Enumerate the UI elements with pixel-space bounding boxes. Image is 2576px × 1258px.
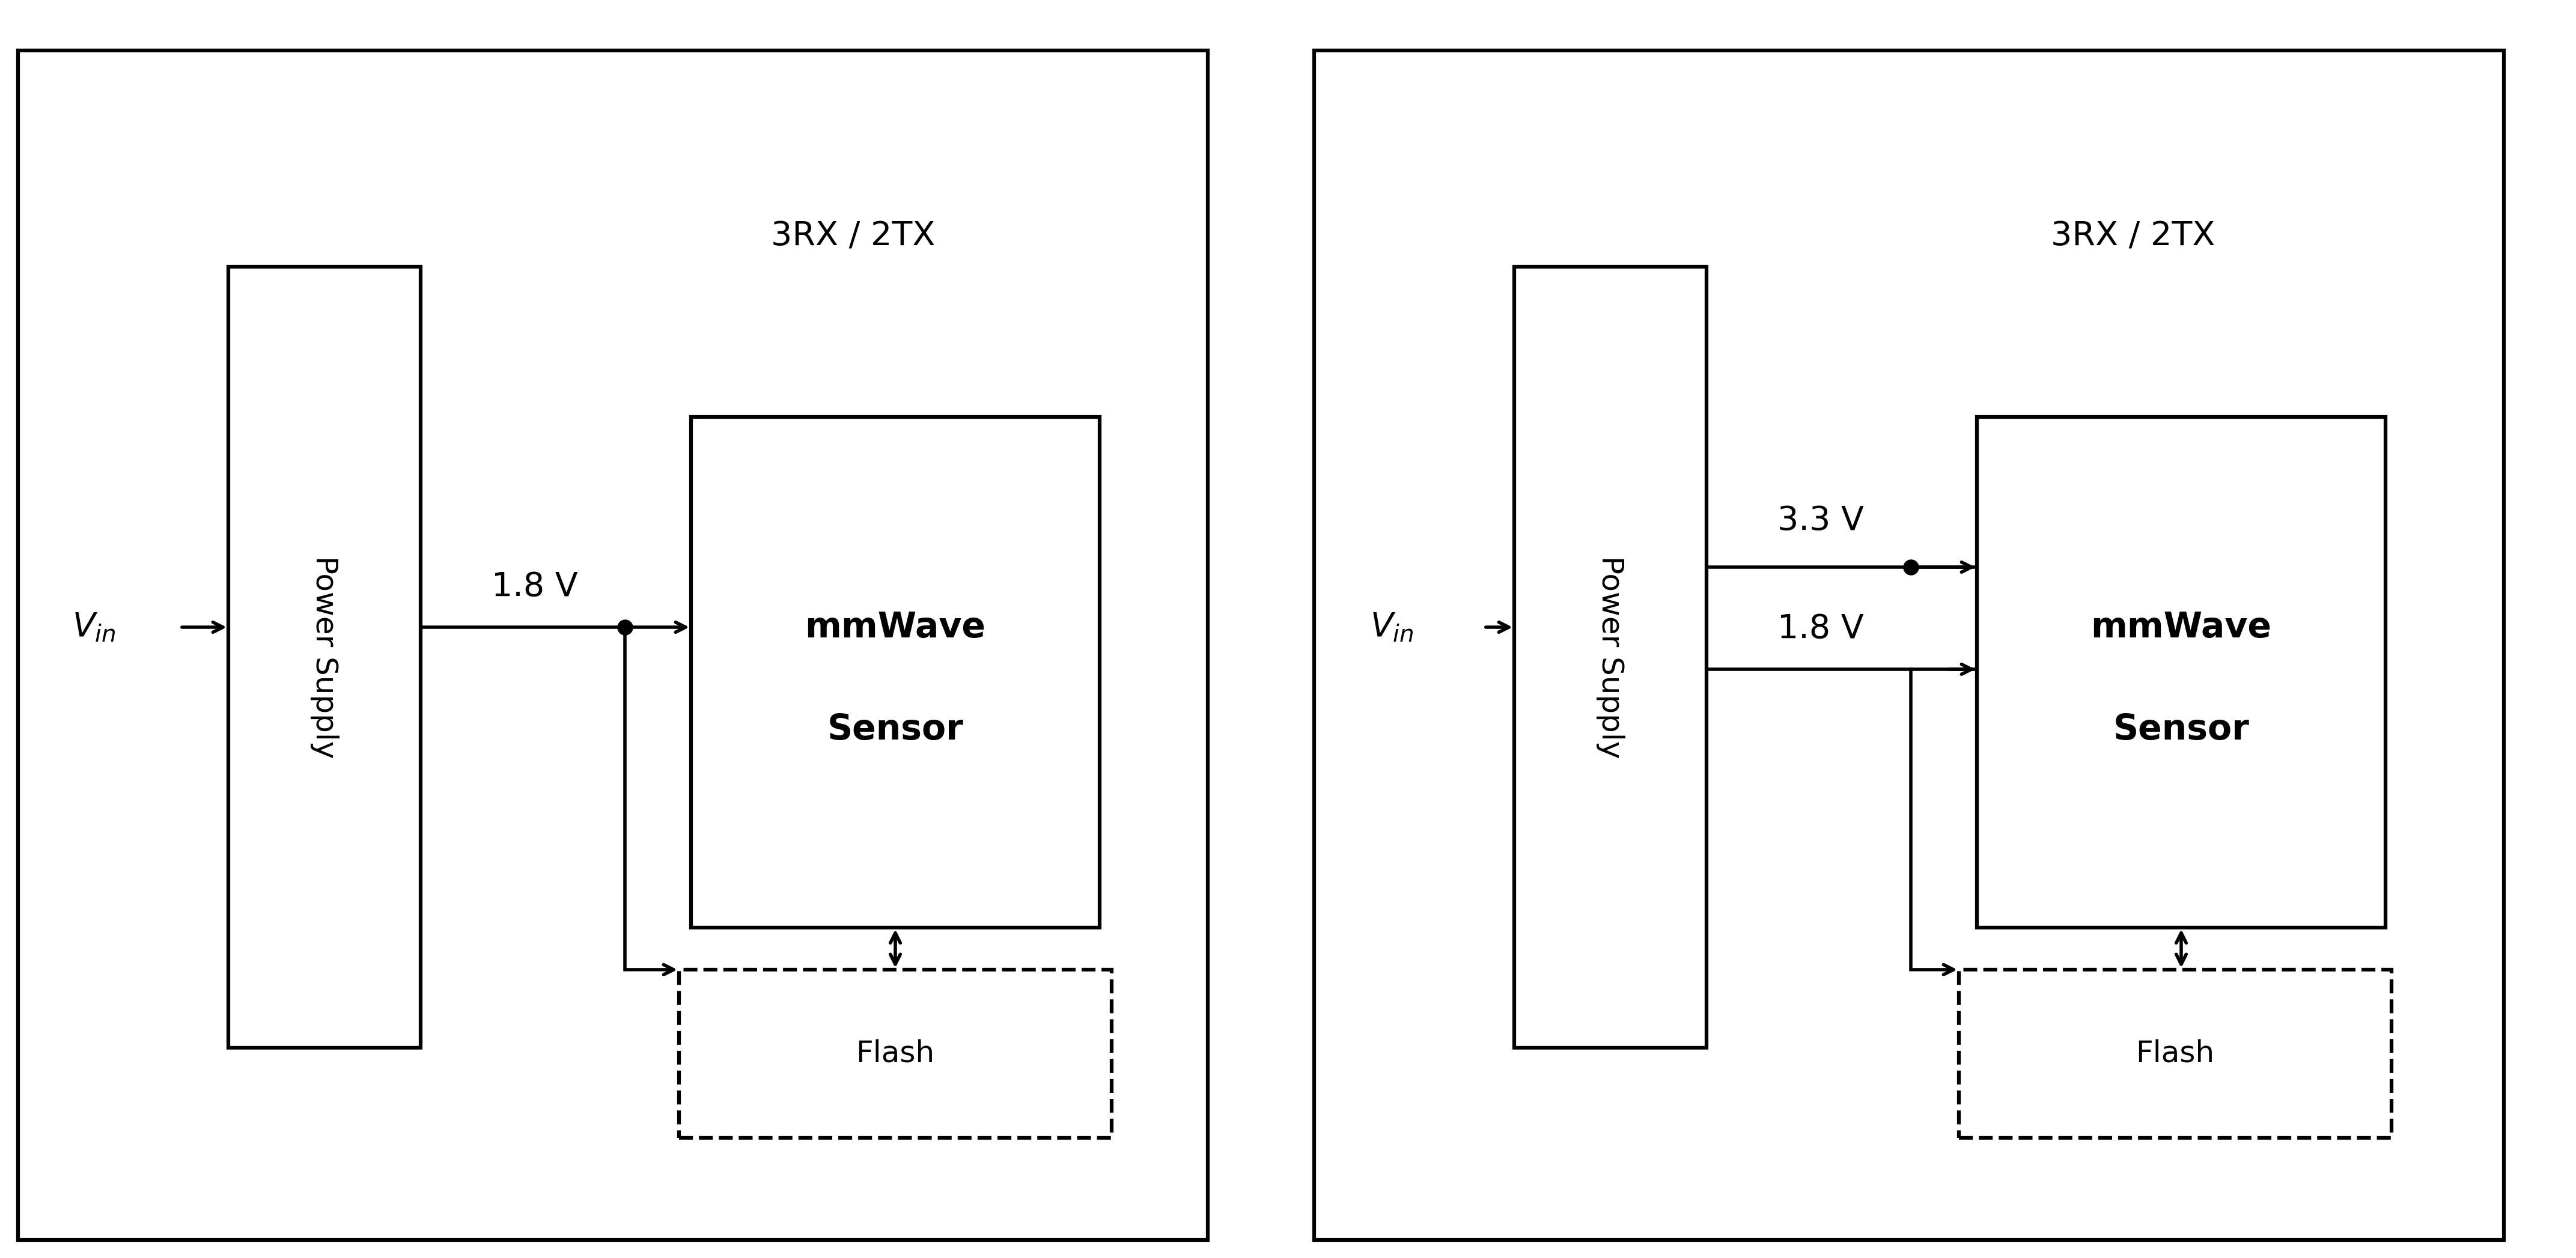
Text: $V_{in}$: $V_{in}$ [1370,611,1414,643]
Bar [229,267,420,1048]
Text: Power Supply: Power Supply [309,556,340,759]
Text: Sensor: Sensor [2112,712,2249,746]
Text: Power Supply: Power Supply [1597,556,1625,759]
Bar [680,970,1113,1137]
Text: mmWave: mmWave [804,610,987,644]
Text: 3RX / 2TX: 3RX / 2TX [770,220,935,253]
Bar [1976,416,2385,927]
Bar [1958,970,2391,1137]
Text: mmWave: mmWave [2092,610,2272,644]
Text: Flash: Flash [855,1039,935,1068]
Text: Sensor: Sensor [827,712,963,746]
Bar [690,416,1100,927]
Text: Flash: Flash [2136,1039,2215,1068]
Text: 3.3 V: 3.3 V [1777,504,1865,537]
Bar [18,50,1208,1240]
Text: 3RX / 2TX: 3RX / 2TX [2050,220,2215,253]
Text: 1.8 V: 1.8 V [492,571,577,603]
Bar [1314,50,2504,1240]
Text: 1.8 V: 1.8 V [1777,613,1865,645]
Text: $V_{in}$: $V_{in}$ [72,611,116,643]
Bar [1515,267,1705,1048]
